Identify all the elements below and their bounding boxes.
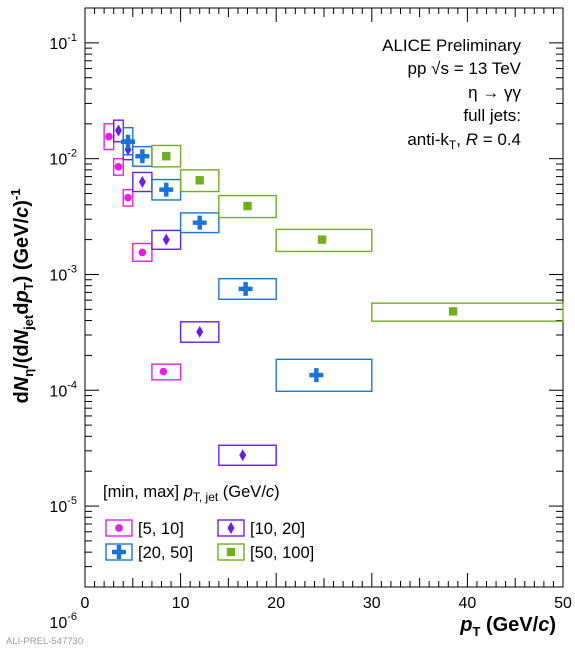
legend-marker	[226, 547, 236, 557]
annotation-full-jets: full jets:	[463, 106, 521, 125]
y-label-n2: N	[11, 329, 33, 344]
data-point	[159, 182, 174, 197]
data-point	[114, 162, 123, 171]
data-point	[162, 152, 171, 161]
data-point	[138, 175, 146, 188]
syst-box	[179, 321, 220, 343]
legend-label: [10, 20]	[250, 520, 305, 538]
annotation-energy: pp √s = 13 TeV	[408, 59, 522, 78]
data-point	[114, 124, 122, 137]
x-label-end: )	[549, 614, 556, 636]
data-point	[124, 193, 132, 202]
sqrt-s: √s	[431, 59, 449, 78]
footer-id: ALI-PREL-547730	[6, 636, 83, 647]
data-point	[243, 201, 252, 211]
legend-marker	[227, 522, 235, 534]
syst-box	[151, 144, 182, 168]
syst-box	[122, 188, 134, 207]
syst-box	[179, 169, 220, 193]
y-tick-label: 10-2	[49, 148, 77, 169]
y-label-p: p	[11, 290, 33, 303]
legend-label: [5, 10]	[138, 520, 184, 538]
syst-box	[218, 194, 277, 219]
legend-box	[217, 519, 245, 537]
data-point	[317, 235, 327, 244]
data-point	[238, 281, 253, 296]
x-label-p: p	[459, 614, 472, 636]
annotation-decay: η → γγ	[468, 83, 521, 102]
y-tick-label: 10-5	[49, 495, 77, 516]
syst-box	[218, 277, 277, 301]
legend-marker	[115, 524, 123, 532]
data-point	[196, 325, 204, 338]
data-point	[448, 307, 458, 316]
y-label-close: )	[11, 200, 33, 207]
syst-box	[151, 363, 182, 381]
y-label-n1: N	[11, 376, 33, 391]
annotation-alice: ALICE Preliminary	[382, 36, 521, 55]
data-point	[309, 368, 324, 383]
legend-title: [min, max] pT, jet (GeV/c)	[103, 483, 280, 504]
syst-box	[275, 358, 373, 392]
legend-box	[217, 543, 245, 561]
data-point	[192, 215, 207, 230]
y-label-exp: -1	[8, 189, 23, 201]
x-tick-label: 10	[172, 595, 190, 612]
legend-box	[105, 519, 133, 537]
data-point	[162, 233, 170, 246]
syst-box	[112, 157, 124, 176]
data-markers	[105, 124, 458, 462]
x-label-t: T	[472, 624, 480, 639]
legend: [min, max] pT, jet (GeV/c) [5, 10] [10, 2…	[103, 483, 314, 562]
syst-box	[371, 302, 564, 322]
syst-box	[132, 242, 153, 262]
y-label-unit: ) (GeV/	[11, 217, 33, 282]
x-axis-label: pT (GeV/c)	[459, 614, 556, 639]
data-point	[159, 367, 168, 376]
x-tick-label: 40	[459, 595, 477, 612]
data-point	[124, 143, 132, 156]
legend-label: [50, 100]	[250, 544, 314, 562]
y-label-t: T	[21, 282, 36, 290]
y-tick-label: 10-6	[49, 611, 77, 632]
y-tick-label: 10-1	[49, 32, 77, 53]
x-label-unit: (GeV/	[480, 614, 538, 636]
y-axis-label: dNη/(dNjetdpT) (GeV/c)-1	[8, 189, 36, 404]
y-label-d1: d	[11, 391, 33, 403]
x-tick-label: 30	[363, 595, 381, 612]
y-label-div: /(d	[11, 344, 33, 368]
y-tick-labels: 10-6 10-5 10-4 10-3 10-2 10-1	[49, 32, 77, 632]
syst-box	[275, 228, 373, 253]
annotation-block: ALICE Preliminary pp √s = 13 TeV η → γγ …	[382, 36, 522, 152]
data-point	[195, 176, 204, 185]
syst-box	[179, 212, 220, 234]
x-tick-labels: 0 10 20 30 40 50	[81, 595, 572, 612]
y-label-jet: jet	[21, 314, 36, 331]
y-label-c: c	[11, 207, 33, 218]
data-point	[138, 248, 147, 257]
x-label-c: c	[538, 614, 549, 636]
data-point	[135, 149, 150, 164]
x-tick-label: 0	[81, 595, 90, 612]
axis-ticks	[84, 7, 564, 588]
syst-box	[218, 444, 277, 466]
data-point	[121, 134, 136, 149]
y-tick-label: 10-4	[49, 379, 77, 400]
x-tick-label: 50	[554, 595, 572, 612]
legend-label: [20, 50]	[138, 544, 193, 562]
data-point	[239, 449, 247, 462]
legend-marker	[112, 545, 127, 559]
y-label-eta: η	[21, 369, 36, 377]
syst-box	[151, 229, 182, 250]
x-tick-label: 20	[267, 595, 285, 612]
systematic-boxes	[103, 119, 564, 466]
annotation-antikt: anti-kT, R = 0.4	[407, 130, 521, 152]
y-tick-label: 10-3	[49, 263, 77, 284]
y-label-d2: d	[11, 303, 33, 315]
legend-box	[105, 543, 133, 561]
data-point	[105, 132, 113, 141]
